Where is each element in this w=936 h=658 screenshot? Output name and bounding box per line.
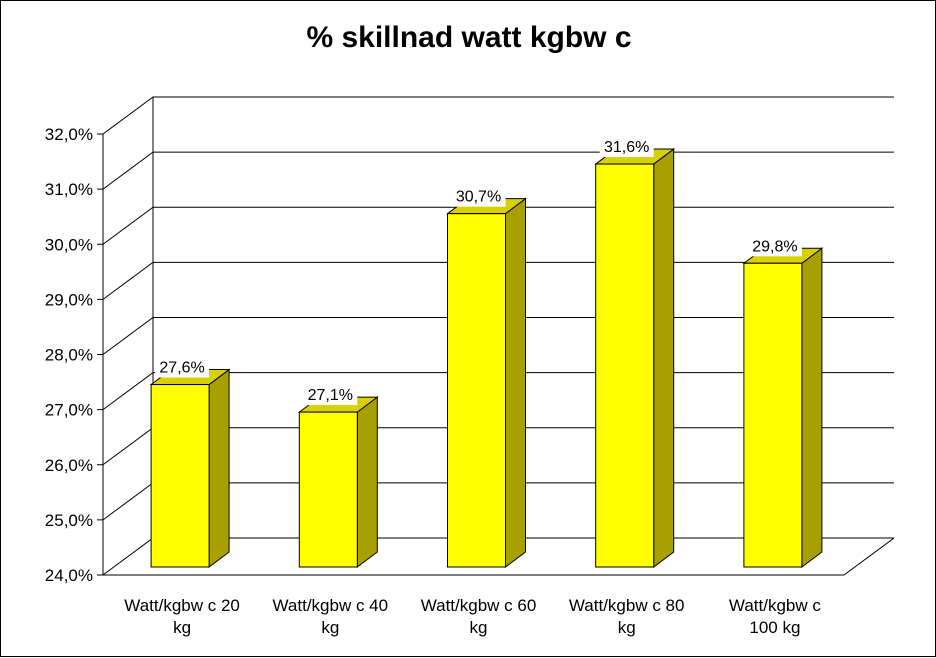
data-label: 27,6% (159, 360, 204, 377)
bar-front (595, 163, 655, 568)
y-tick-label: 32,0% (45, 125, 93, 144)
y-tick-label: 30,0% (45, 235, 93, 254)
bar-front (447, 213, 506, 568)
x-axis-labels: Watt/kgbw c 20 kg Watt/kgbw c 40 kg Watt/kgb… (124, 596, 821, 637)
x-category-label: Watt/kgbw c 60 (421, 596, 537, 615)
x-category-label: Watt/kgbw c 80 (569, 596, 685, 615)
x-category-label: Watt/kgbw c 40 (273, 596, 389, 615)
x-category-label: Watt/kgbw c (729, 596, 821, 615)
y-tick-label: 27,0% (45, 401, 93, 420)
data-label: 31,6% (604, 139, 649, 156)
x-category-label: kg (321, 618, 339, 637)
gridline (102, 151, 894, 190)
y-tick-label: 29,0% (45, 290, 93, 309)
bar (742, 247, 824, 568)
bar-front (298, 411, 358, 568)
data-label-bg (451, 184, 506, 207)
data-label: 27,1% (308, 387, 353, 404)
bar-side (505, 197, 526, 568)
floor-edge (103, 537, 895, 576)
bar-side (356, 396, 378, 568)
bar-side (208, 368, 230, 568)
data-label-bg (303, 383, 358, 406)
bar (297, 396, 379, 568)
x-category-label: kg (470, 618, 488, 637)
x-category-label: 100 kg (749, 618, 800, 637)
y-tick-label: 24,0% (45, 566, 93, 585)
bar-side (653, 148, 675, 568)
y-tick-label: 28,0% (45, 346, 93, 365)
bars: 27,6% 27,1% 30,7% 31,6% 29,8% (149, 135, 824, 568)
bar-side (801, 247, 823, 568)
bar (594, 148, 676, 568)
y-axis-ticks: 24,0% 25,0% 26,0% 27,0% 28,0% 29,0% 30,0% 31,0%… (45, 125, 93, 585)
data-label-bg (599, 135, 654, 158)
y-tick-label: 26,0% (45, 456, 93, 475)
y-tick-label: 25,0% (45, 511, 93, 530)
bar (149, 368, 231, 568)
data-label-bg (155, 355, 210, 378)
y-tick-label: 31,0% (45, 180, 93, 199)
x-category-label: kg (173, 618, 191, 637)
bar-front (150, 384, 210, 568)
data-label: 30,7% (456, 189, 501, 206)
data-label-bg (747, 234, 802, 257)
chart-title: % skillnad watt kgbw c (306, 21, 632, 54)
bar (446, 197, 527, 568)
bar-front (743, 262, 803, 568)
gridline (102, 96, 894, 135)
data-label: 29,8% (752, 238, 797, 255)
x-category-label: kg (618, 618, 636, 637)
x-category-label: Watt/kgbw c 20 (124, 596, 240, 615)
